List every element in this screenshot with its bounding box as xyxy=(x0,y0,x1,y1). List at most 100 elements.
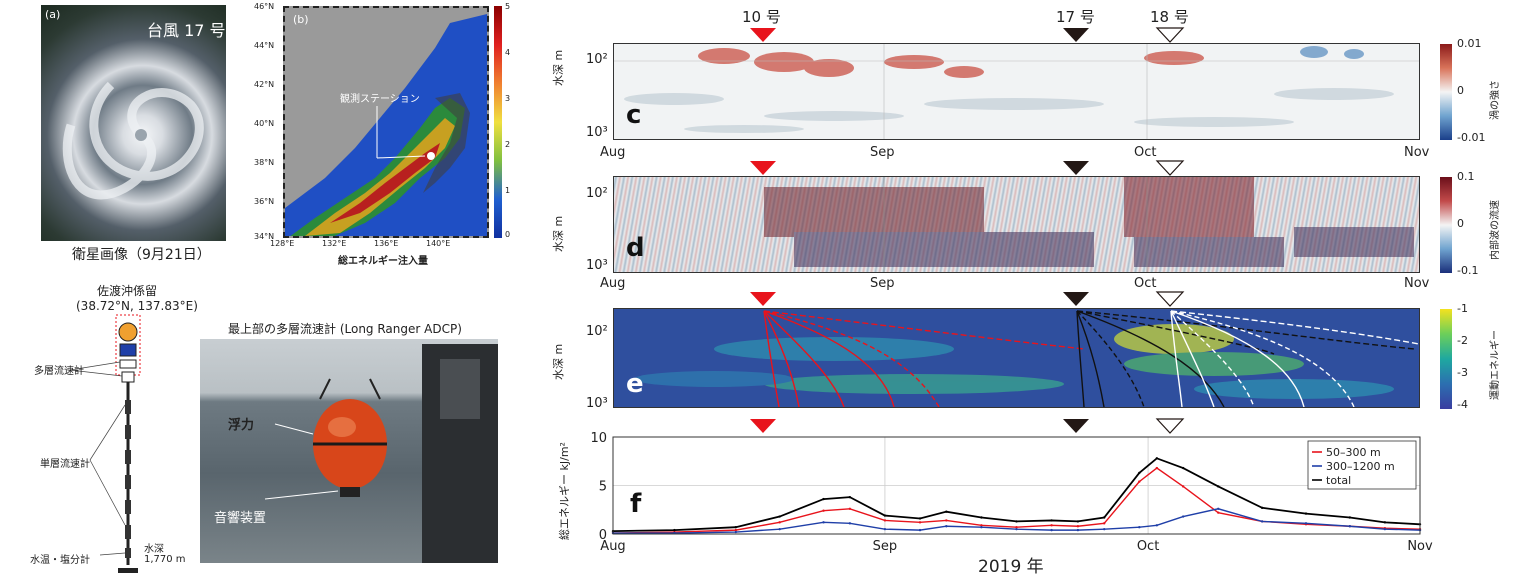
data-point xyxy=(1348,516,1352,519)
panel-e-cbar-title: 運動エネルギー xyxy=(1490,330,1501,400)
data-point xyxy=(1050,524,1053,527)
cbar-tick: 0 xyxy=(505,230,511,239)
typhoon-18-label: 18 号 xyxy=(1150,8,1189,26)
cbar-tick: 4 xyxy=(505,48,511,57)
data-point xyxy=(822,509,825,512)
cbar-tick: -4 xyxy=(1457,398,1468,411)
map-colorbar xyxy=(494,6,502,238)
mooring-temp-salinity: 水温・塩分計 xyxy=(30,555,90,566)
photo-title: 最上部の多層流速計 (Long Ranger ADCP) xyxy=(228,322,462,336)
cbar-tick: -0.01 xyxy=(1457,131,1486,144)
data-point xyxy=(822,521,825,524)
data-point xyxy=(945,525,948,528)
panel-d-plot: d xyxy=(613,176,1420,273)
cbar-tick: -3 xyxy=(1457,366,1468,379)
lat-tick: 34°N xyxy=(254,232,275,241)
lat-tick: 44°N xyxy=(254,41,275,50)
data-point xyxy=(1217,511,1220,514)
data-point xyxy=(1015,520,1018,523)
lat-tick: 42°N xyxy=(254,80,275,89)
panel-e-label: e xyxy=(626,369,644,399)
cbar-tick: -1 xyxy=(1457,302,1468,315)
panel-e-cbar-ticks: -1 -2 -3 -4 xyxy=(1457,302,1497,417)
data-point xyxy=(918,521,922,524)
x-tick-label: Aug xyxy=(600,539,625,554)
series-line-2 xyxy=(612,457,1421,532)
energy-map: (b) 観測ステーション xyxy=(283,6,489,238)
panel-a-caption: 衛星画像（9月21日） xyxy=(72,247,211,263)
data-point xyxy=(918,528,922,532)
data-point xyxy=(1260,506,1264,510)
data-point xyxy=(1155,457,1159,460)
data-point xyxy=(1138,526,1141,529)
data-point xyxy=(848,495,852,499)
lon-tick: 140°E xyxy=(426,239,451,248)
panel-f-frame xyxy=(612,436,1421,535)
cbar-tick: 2 xyxy=(505,140,511,149)
x-tick-label: Oct xyxy=(1137,539,1159,554)
lon-tick: 128°E xyxy=(270,239,295,248)
lat-tick: 46°N xyxy=(254,2,275,11)
panel-c-plot: c xyxy=(613,43,1420,140)
adcp-photo: 浮力 音響装置 xyxy=(200,339,498,563)
lat-tick: 40°N xyxy=(254,119,275,128)
cbar-tick: 1 xyxy=(505,186,511,195)
legend-entry: total xyxy=(1326,474,1351,487)
legend-entry: 50–300 m xyxy=(1326,446,1381,459)
panel-c-xticks: Aug Sep Oct Nov xyxy=(600,145,1430,161)
mooring-title: 佐渡沖係留 xyxy=(97,284,158,298)
data-point xyxy=(673,528,676,532)
typhoon-10-label: 10 号 xyxy=(742,8,781,26)
panel-a-label: (a) xyxy=(45,8,61,21)
marker-row-e xyxy=(750,291,1185,307)
mooring-diagram xyxy=(69,314,141,573)
panel-e-plot: e xyxy=(613,308,1420,408)
data-point xyxy=(1304,522,1308,525)
month-tick: Aug xyxy=(600,145,626,160)
month-tick: Sep xyxy=(870,145,895,160)
panel-c-ytick-1000: 10³ xyxy=(586,125,608,140)
panel-e-ylabel: 水深 m xyxy=(552,343,565,380)
month-tick: Sep xyxy=(870,276,895,291)
data-point xyxy=(1304,512,1308,515)
data-point xyxy=(1050,528,1053,532)
panel-a-title: 台風 17 号 xyxy=(147,21,226,40)
cbar-tick: 3 xyxy=(505,94,511,103)
panel-d-label: d xyxy=(626,233,645,263)
mooring-depth-label: 水深 xyxy=(144,544,164,555)
panel-e-ytick-100: 10² xyxy=(586,324,608,339)
mooring-depth-value: 1,770 m xyxy=(144,554,186,565)
data-point xyxy=(822,497,825,501)
data-point xyxy=(1103,522,1106,525)
data-point xyxy=(1155,466,1159,470)
data-point xyxy=(1383,527,1387,531)
panel-d-ytick-1000: 10³ xyxy=(586,258,608,273)
data-point xyxy=(1155,524,1159,527)
data-point xyxy=(1181,485,1185,488)
data-point xyxy=(883,527,887,531)
data-point xyxy=(883,514,887,517)
panel-e-colorbar xyxy=(1440,309,1452,409)
marker-row-d xyxy=(750,160,1185,176)
typhoon-10-marker xyxy=(750,28,776,42)
panel-c-label: c xyxy=(626,100,642,130)
panel-f-label: f xyxy=(630,489,642,519)
map-colorbar-ticks: 5 4 3 2 1 0 xyxy=(505,2,517,242)
lon-tick: 136°E xyxy=(374,239,399,248)
lat-tick: 36°N xyxy=(254,197,275,206)
data-point xyxy=(1138,480,1141,483)
data-point xyxy=(848,507,852,510)
data-point xyxy=(945,519,948,522)
panel-c-ytick-100: 10² xyxy=(586,52,608,67)
month-tick: Oct xyxy=(1134,145,1157,160)
panel-c-colorbar xyxy=(1440,44,1452,140)
data-point xyxy=(883,519,887,522)
data-point xyxy=(945,510,948,513)
lon-tick: 132°E xyxy=(322,239,347,248)
panel-d-xticks: Aug Sep Oct Nov xyxy=(600,276,1430,292)
station-label: 観測ステーション xyxy=(340,94,420,105)
panel-f-ylabel: 総エネルギー kJ/m² xyxy=(558,442,571,540)
data-point xyxy=(848,522,852,525)
data-point xyxy=(1103,516,1106,519)
